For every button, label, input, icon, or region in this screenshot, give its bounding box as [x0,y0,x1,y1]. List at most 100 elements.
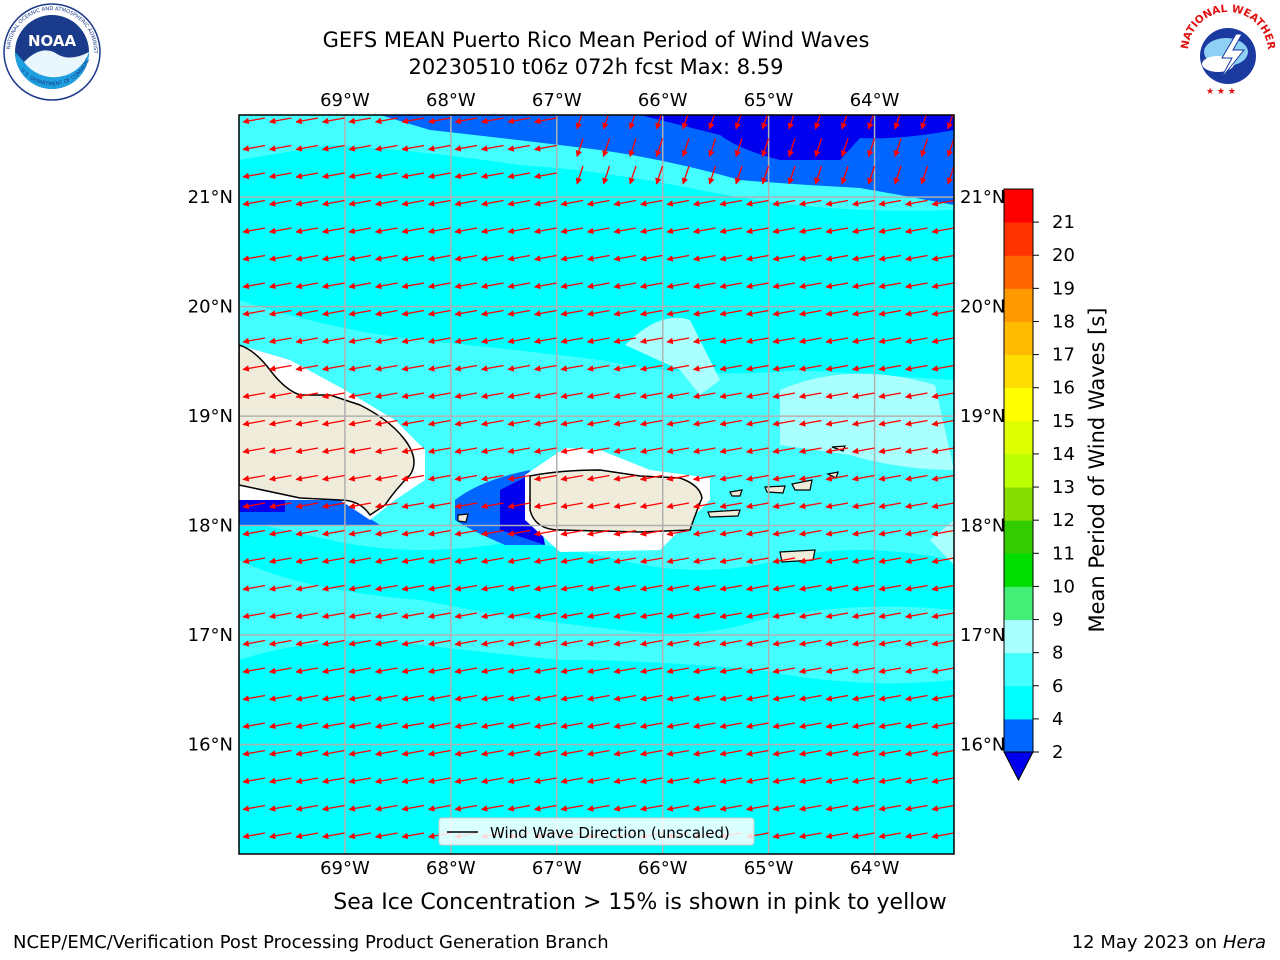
direction-arrow [772,584,796,592]
direction-arrow [931,199,954,207]
direction-arrow [613,722,637,730]
direction-arrow [772,612,796,620]
direction-arrow [533,419,557,427]
direction-arrow [745,749,769,757]
direction-arrow [560,364,584,372]
direction-arrow [825,392,849,400]
footer-date: 12 May 2023 on [1071,932,1218,953]
direction-arrow [480,282,504,290]
direction-arrow [613,667,637,675]
direction-arrow [878,254,902,262]
direction-arrow [904,749,928,757]
direction-arrow [507,199,531,207]
direction-arrow [878,694,902,702]
direction-arrow [533,172,557,180]
direction-arrow [666,694,690,702]
direction-arrow [639,447,663,455]
direction-arrow [666,557,690,565]
direction-arrow [772,392,796,400]
direction-arrow [613,502,637,510]
direction-arrow [904,667,928,675]
direction-arrow [401,199,425,207]
lat-label-right: 16°N [960,735,1005,756]
direction-arrow [692,612,716,620]
direction-arrow [507,557,531,565]
chart-title-line1: GEFS MEAN Puerto Rico Mean Period of Win… [322,28,870,52]
direction-arrow [814,115,821,130]
direction-arrow [825,529,849,537]
direction-arrow [480,584,504,592]
direction-arrow [560,722,584,730]
direction-arrow [374,749,398,757]
colorbar-tick-label: 19 [1052,278,1075,299]
direction-arrow [295,199,319,207]
colorbar-tick-label: 10 [1052,576,1075,597]
direction-arrow [613,254,637,262]
direction-arrow [639,777,663,785]
direction-arrow [931,557,954,565]
direction-arrow [480,529,504,537]
direction-arrow [639,392,663,400]
direction-arrow [401,117,425,125]
direction-arrow [268,337,292,345]
direction-arrow [295,392,319,400]
direction-arrow [427,199,451,207]
direction-arrow [533,529,557,537]
lat-label-right: 18°N [960,516,1005,537]
direction-arrow [480,144,504,152]
direction-arrow [374,667,398,675]
direction-arrow [242,172,266,180]
direction-arrow [507,419,531,427]
direction-arrow [586,227,610,235]
direction-arrow [560,777,584,785]
direction-arrow [708,165,717,185]
direction-arrow [613,282,637,290]
direction-arrow [242,117,266,125]
direction-arrow [295,282,319,290]
direction-arrow [295,309,319,317]
direction-arrow [533,694,557,702]
direction-arrow [427,447,451,455]
direction-arrow [878,474,902,482]
direction-arrow [851,667,875,675]
direction-arrow [321,227,345,235]
direction-arrow [295,557,319,565]
direction-arrow [825,777,849,785]
direction-arrow [719,584,743,592]
lon-label-top: 69°W [320,90,370,111]
direction-arrow [480,337,504,345]
direction-arrow [639,254,663,262]
direction-arrow [692,749,716,757]
colorbar-tick-label: 21 [1052,212,1075,233]
direction-arrow [560,694,584,702]
direction-arrow [401,282,425,290]
direction-arrow [480,117,504,125]
direction-arrow [480,199,504,207]
direction-arrow [268,832,292,840]
colorbar-segment [1004,420,1033,455]
direction-arrow [507,309,531,317]
direction-arrow [348,722,372,730]
direction-arrow [639,529,663,537]
direction-arrow [798,419,822,427]
direction-arrow [904,364,928,372]
direction-arrow [401,144,425,152]
nws-logo: NATIONAL WEATHER SERVICE ★ ★ ★ [1178,2,1277,99]
footer-host: Hera [1222,932,1266,953]
direction-arrow [507,502,531,510]
noaa-logo: NOAA NATIONAL OCEANIC AND ATMOSPHERIC AD… [2,2,101,101]
direction-arrow [666,502,690,510]
direction-arrow [242,364,266,372]
direction-arrow [666,584,690,592]
direction-arrow [242,694,266,702]
colorbar-tick-label: 4 [1052,709,1063,730]
direction-arrow [639,639,663,647]
direction-arrow [586,694,610,702]
lon-label-top: 64°W [850,90,900,111]
direction-arrow [904,584,928,592]
direction-arrow [586,199,610,207]
colorbar-tick-label: 14 [1052,444,1075,465]
direction-arrow [401,612,425,620]
direction-arrow [242,557,266,565]
direction-arrow [745,777,769,785]
